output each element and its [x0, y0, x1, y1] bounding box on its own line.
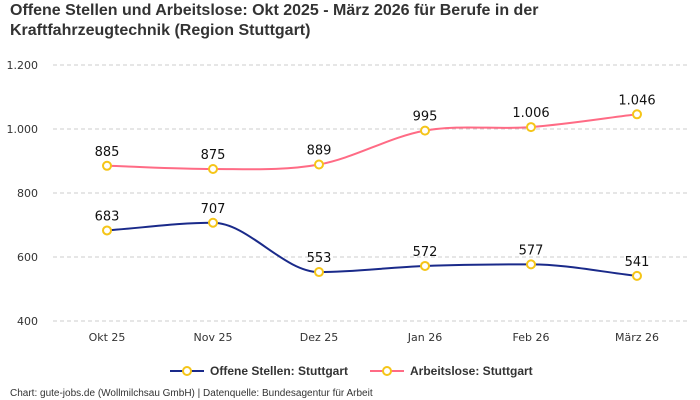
chart-title: Offene Stellen und Arbeitslose: Okt 2025… — [10, 2, 539, 39]
data-point — [526, 122, 536, 133]
data-point — [632, 270, 642, 281]
data-point — [102, 225, 112, 236]
data-label: 1.006 — [512, 106, 549, 121]
series-line — [106, 221, 638, 277]
x-tick-label: März 26 — [615, 331, 659, 344]
data-point — [314, 159, 324, 170]
x-tick-label: Nov 25 — [194, 331, 233, 344]
x-tick-label: Dez 25 — [300, 331, 339, 344]
data-label: 1.046 — [618, 93, 655, 108]
legend-marker — [182, 366, 192, 376]
y-tick-label: 800 — [17, 187, 38, 200]
x-tick-label: Jan 26 — [407, 331, 442, 344]
data-label: 707 — [201, 202, 226, 217]
data-point — [208, 164, 218, 174]
x-tick-label: Okt 25 — [89, 331, 126, 344]
legend-marker — [382, 366, 392, 376]
y-tick-label: 1.000 — [7, 123, 39, 136]
data-label: 577 — [519, 243, 544, 258]
data-label: 683 — [95, 209, 120, 224]
data-point — [420, 125, 430, 136]
data-label: 995 — [413, 110, 438, 125]
y-tick-label: 600 — [17, 251, 38, 264]
data-point — [102, 160, 112, 171]
chart-credit: Chart: gute-jobs.de (Wollmilchsau GmbH) … — [10, 388, 373, 399]
data-label: 572 — [413, 245, 438, 260]
series-line — [106, 113, 638, 171]
legend-label: Offene Stellen: Stuttgart — [210, 364, 348, 378]
data-point — [420, 260, 430, 271]
y-tick-label: 400 — [17, 315, 38, 328]
data-point — [526, 259, 536, 270]
data-label: 553 — [307, 251, 332, 266]
data-label: 889 — [307, 144, 332, 159]
data-point — [632, 109, 642, 120]
data-point — [314, 267, 324, 278]
y-tick-label: 1.200 — [7, 59, 39, 72]
data-point — [208, 217, 218, 228]
data-label: 541 — [625, 255, 650, 270]
legend-label: Arbeitslose: Stuttgart — [410, 364, 533, 378]
x-tick-label: Feb 26 — [513, 331, 550, 344]
data-label: 875 — [201, 148, 226, 163]
data-label: 885 — [95, 145, 120, 160]
